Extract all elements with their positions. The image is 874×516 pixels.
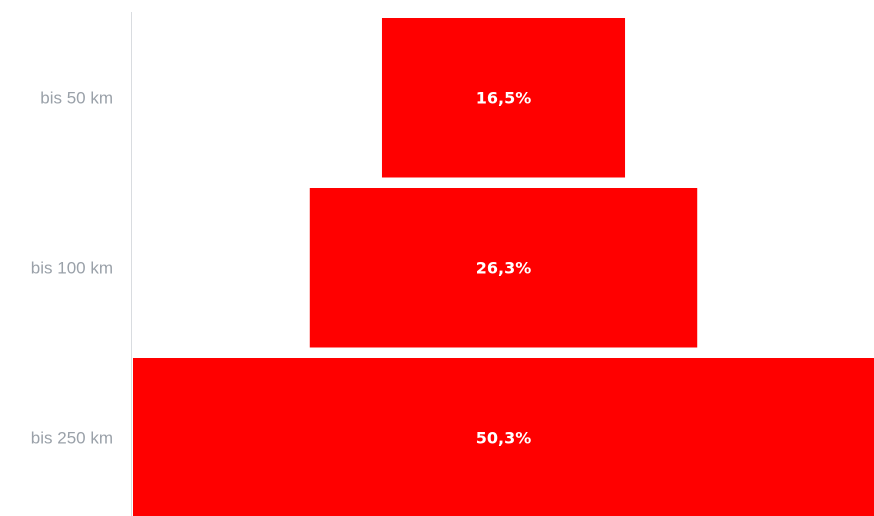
category-label-2: bis 250 km <box>31 428 113 447</box>
category-label-1: bis 100 km <box>31 258 113 277</box>
labels-layer: 16,5% bis 50 km 26,3% bis 100 km 50,3% bis 25… <box>31 88 531 447</box>
bar-2 <box>133 358 874 516</box>
data-label-0: 16,5% <box>476 88 532 107</box>
bar-0 <box>381 18 626 178</box>
category-label-0: bis 50 km <box>40 88 113 107</box>
bars-layer <box>133 18 874 516</box>
bar-1 <box>309 188 698 348</box>
data-label-2: 50,3% <box>476 428 532 447</box>
data-label-1: 26,3% <box>476 258 532 277</box>
